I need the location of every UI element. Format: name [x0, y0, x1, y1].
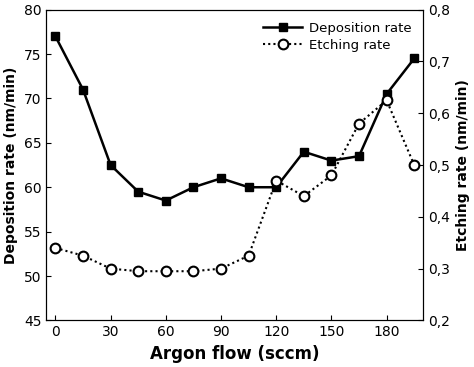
Line: Etching rate: Etching rate — [51, 95, 419, 276]
Y-axis label: Etching rate (nm/min): Etching rate (nm/min) — [456, 79, 470, 251]
Etching rate — [80, 254, 86, 258]
Deposition rate — [411, 56, 417, 61]
Etching rate — [53, 246, 58, 250]
Etching rate — [301, 194, 307, 198]
Y-axis label: Deposition rate (nm/min): Deposition rate (nm/min) — [4, 66, 18, 264]
Deposition rate — [108, 163, 113, 167]
Etching rate — [384, 98, 390, 102]
Deposition rate — [218, 176, 224, 181]
Deposition rate — [328, 159, 334, 163]
Etching rate — [163, 269, 169, 273]
Deposition rate — [384, 92, 390, 96]
Etching rate — [108, 266, 113, 271]
Etching rate — [191, 269, 196, 273]
Etching rate — [273, 178, 279, 183]
Deposition rate — [163, 198, 169, 203]
Etching rate — [328, 173, 334, 178]
Line: Deposition rate: Deposition rate — [51, 32, 419, 205]
Deposition rate — [191, 185, 196, 189]
Legend: Deposition rate, Etching rate: Deposition rate, Etching rate — [257, 16, 417, 57]
Etching rate — [411, 163, 417, 167]
Deposition rate — [301, 149, 307, 154]
Etching rate — [136, 269, 141, 273]
Etching rate — [218, 266, 224, 271]
Deposition rate — [80, 87, 86, 92]
Deposition rate — [246, 185, 251, 189]
Deposition rate — [53, 34, 58, 39]
Etching rate — [246, 254, 251, 258]
Deposition rate — [136, 189, 141, 194]
X-axis label: Argon flow (sccm): Argon flow (sccm) — [150, 345, 319, 363]
Deposition rate — [273, 185, 279, 189]
Etching rate — [356, 121, 362, 126]
Deposition rate — [356, 154, 362, 159]
